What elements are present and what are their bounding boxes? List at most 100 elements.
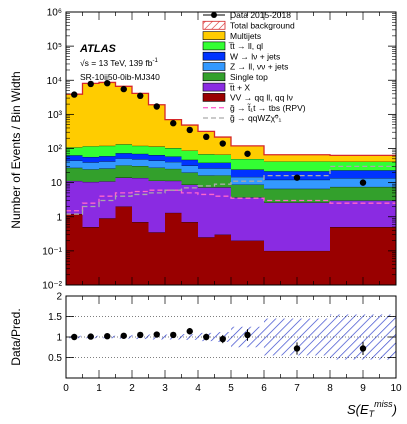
legend-marker xyxy=(202,31,226,40)
x-tick-label: 5 xyxy=(228,383,234,394)
ratio-point xyxy=(219,335,226,343)
ratio-y-tick-label: 0.5 xyxy=(48,353,62,364)
stack-bar xyxy=(132,166,149,178)
stack-bar xyxy=(132,93,149,146)
stack-bar xyxy=(231,240,264,285)
stack-bar xyxy=(165,156,182,162)
stack-bar xyxy=(198,154,215,163)
legend-label: g̃ → t̃₁t → tbs (RPV) xyxy=(230,103,306,113)
stack-bar xyxy=(115,206,132,285)
x-tick-label: 3 xyxy=(162,383,168,394)
stack-bar xyxy=(99,168,116,182)
data-point xyxy=(71,91,78,98)
data-point xyxy=(104,79,111,87)
stack-bar xyxy=(330,170,396,179)
legend-marker xyxy=(202,72,226,82)
stack-bar xyxy=(330,227,396,285)
y-tick-label: 10⁻¹ xyxy=(42,246,62,257)
stack-bar xyxy=(214,234,231,285)
stack-bar xyxy=(198,131,215,155)
ratio-points xyxy=(71,327,367,356)
stack-bar xyxy=(264,179,330,189)
ratio-y-axis-label: Data/Pred. xyxy=(9,308,23,365)
y-tick-label: 1 xyxy=(56,212,62,223)
stack-bar xyxy=(214,187,231,235)
stack-bar xyxy=(99,82,116,146)
ratio-point xyxy=(186,328,193,335)
stack-bar xyxy=(214,154,231,163)
stack-bar xyxy=(115,86,132,145)
legend-marker xyxy=(202,41,226,51)
stack-bar xyxy=(82,169,99,182)
stack-bar xyxy=(82,146,99,157)
stack-bar xyxy=(198,162,215,169)
stack-bar xyxy=(66,214,83,285)
atlas-label: ATLAS xyxy=(79,43,117,55)
stack-bar xyxy=(66,160,83,168)
stack-bar xyxy=(181,222,198,285)
stack-bar xyxy=(165,161,182,169)
y-tick-label: 10 xyxy=(51,178,63,189)
legend-marker xyxy=(211,12,217,18)
data-point xyxy=(359,179,367,186)
stack-bar xyxy=(264,161,330,172)
stack-bar xyxy=(132,177,149,223)
ratio-y-tick-label: 1.5 xyxy=(48,312,62,323)
y-tick-label: 10⁴ xyxy=(47,76,62,87)
stack-bar xyxy=(148,104,165,147)
main-y-axis: 10⁻² 10⁻¹ 1 10 10² 10³ 10⁴ 10⁵ 10⁶ xyxy=(42,8,396,292)
stack-bar xyxy=(66,94,83,148)
stack-bar xyxy=(82,227,99,285)
y-tick-label: 10⁵ xyxy=(47,42,62,53)
ratio-point xyxy=(104,332,111,340)
stack-bar xyxy=(148,160,165,168)
stacked-histogram xyxy=(66,81,396,285)
stack-bar xyxy=(148,146,165,156)
stack-bar xyxy=(165,148,182,157)
ratio-y-tick-label: 1 xyxy=(56,333,62,344)
legend-marker xyxy=(202,82,226,92)
ratio-x-axis: 0 1 2 3 4 5 6 7 8 9 10 xyxy=(63,296,402,394)
ratio-point xyxy=(87,333,94,340)
stack-bar xyxy=(198,175,215,188)
stack-bar xyxy=(115,153,132,159)
y-tick-label: 10⁶ xyxy=(47,8,62,19)
stack-bar xyxy=(330,200,396,228)
stack-bar xyxy=(66,155,83,161)
x-tick-label: 1 xyxy=(96,383,102,394)
ratio-point xyxy=(170,331,177,339)
total-background-line xyxy=(66,81,396,156)
stack-bar xyxy=(198,187,215,238)
stack-bar xyxy=(181,150,198,160)
legend-label: W → lν + jets xyxy=(230,51,280,61)
ratio-point xyxy=(120,332,127,339)
x-tick-label: 4 xyxy=(195,383,201,394)
stack-bar xyxy=(231,197,264,241)
stack-bar xyxy=(165,119,182,149)
stack-bar xyxy=(99,181,116,219)
legend-label: Single top xyxy=(230,72,268,82)
x-tick-label: 9 xyxy=(360,383,366,394)
legend-marker xyxy=(202,62,226,71)
stack-bar xyxy=(264,202,330,251)
stack-bar xyxy=(165,212,182,285)
x-tick-label: 8 xyxy=(327,383,333,394)
data-points xyxy=(71,79,367,186)
stack-bar xyxy=(198,237,215,285)
stack-bar xyxy=(148,232,165,285)
data-point xyxy=(219,140,226,147)
main-x-ticks xyxy=(65,12,397,285)
stack-bar xyxy=(66,147,83,156)
data-point xyxy=(186,126,193,134)
stack-bar xyxy=(181,125,198,151)
y-tick-label: 10² xyxy=(48,144,63,155)
stack-bar xyxy=(214,162,231,169)
region-label: SR-10ij50-0ib-MJ340 xyxy=(80,72,160,82)
stack-bar xyxy=(181,184,198,223)
data-point xyxy=(153,103,160,110)
legend-marker xyxy=(202,20,226,30)
stack-bar xyxy=(214,175,231,188)
stack-bar xyxy=(264,188,330,203)
data-point xyxy=(87,80,94,88)
